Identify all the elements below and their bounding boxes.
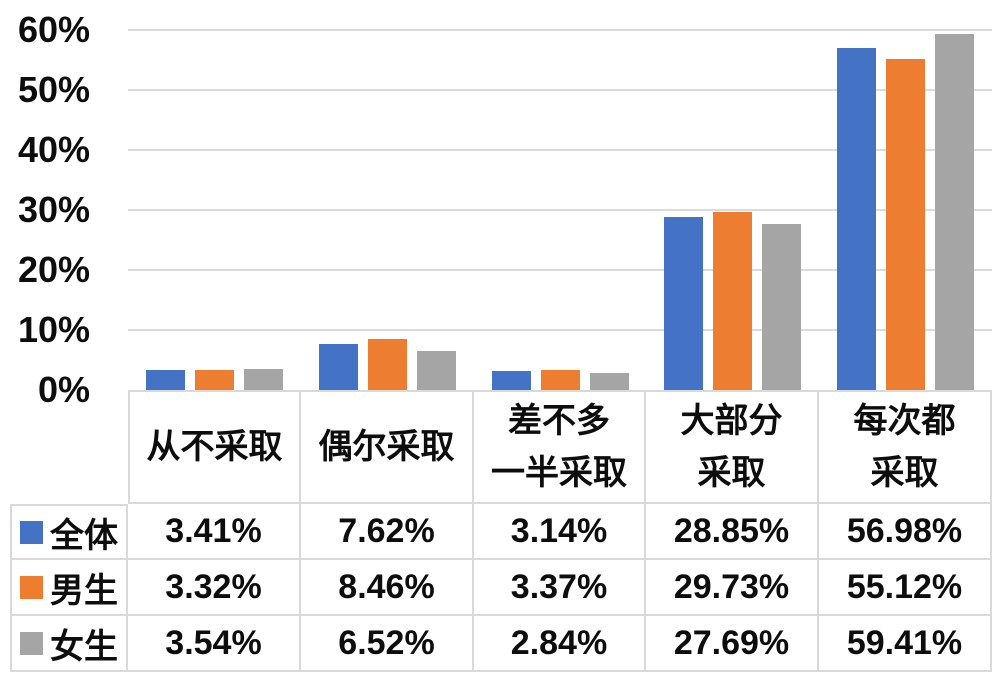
- y-axis-tick-label: 60%: [17, 9, 90, 50]
- category-label-line: 每次都: [853, 402, 956, 440]
- bar-series-1-category-3: [492, 371, 531, 390]
- category-header-cell: 每次都 采取: [819, 390, 992, 504]
- series-name-label: 全体: [50, 516, 118, 555]
- y-axis-tick-label: 30%: [17, 189, 90, 230]
- bar-series-3-category-3: [590, 373, 629, 390]
- category-label-line: 从不采取: [146, 428, 283, 466]
- category-label-line: 差不多: [508, 402, 610, 440]
- bar-series-3-category-2: [417, 351, 456, 390]
- value-cell: 6.52%: [301, 616, 474, 672]
- category-header-cell: 从不采取: [128, 390, 301, 504]
- bar-series-3-category-4: [762, 224, 801, 390]
- value-cell: 3.14%: [474, 504, 646, 560]
- bar-series-1-category-5: [837, 48, 876, 390]
- category-label-line: 采取: [870, 454, 939, 492]
- legend-cell-2: 男生: [10, 560, 128, 616]
- category-label-line: 一半采取: [491, 454, 627, 492]
- legend-cell-3: 女生: [10, 616, 128, 672]
- value-cell: 28.85%: [646, 504, 819, 560]
- series-name-label: 男生: [50, 571, 118, 610]
- y-axis-tick-label: 50%: [17, 69, 90, 110]
- legend-swatch-icon: [20, 520, 43, 544]
- category-header-cell: 偶尔采取: [301, 390, 474, 504]
- gridline-30%: [128, 209, 992, 211]
- gridline-20%: [128, 269, 992, 271]
- value-cell: 8.46%: [301, 560, 474, 616]
- value-cell: 2.84%: [474, 616, 646, 672]
- gridline-50%: [128, 89, 992, 91]
- y-axis-tick-label: 0%: [37, 369, 90, 410]
- gridline-10%: [128, 329, 992, 331]
- legend-cell-1: 全体: [10, 504, 128, 560]
- category-header-cell: 差不多 一半采取: [474, 390, 646, 504]
- value-cell: 3.37%: [474, 560, 646, 616]
- bar-series-3-category-1: [244, 369, 283, 390]
- bar-series-1-category-4: [664, 217, 703, 390]
- bar-series-1-category-2: [319, 344, 358, 390]
- bar-series-2-category-1: [195, 370, 234, 390]
- legend-swatch-icon: [20, 575, 43, 599]
- category-label-line: 采取: [697, 454, 766, 492]
- value-cell: 27.69%: [646, 616, 819, 672]
- category-header-cell: 大部分 采取: [646, 390, 819, 504]
- value-cell: 3.54%: [128, 616, 301, 672]
- legend-swatch-icon: [20, 631, 43, 655]
- value-cell: 3.32%: [128, 560, 301, 616]
- value-cell: 56.98%: [819, 504, 992, 560]
- category-label-line: 偶尔采取: [318, 428, 455, 466]
- value-cell: 59.41%: [819, 616, 992, 672]
- bar-series-1-category-1: [146, 370, 185, 390]
- gridline-60%: [128, 29, 992, 31]
- value-cell: 29.73%: [646, 560, 819, 616]
- category-label-line: 大部分: [680, 402, 783, 440]
- bar-series-2-category-2: [368, 339, 407, 390]
- bar-series-2-category-5: [886, 59, 925, 390]
- value-cell: 55.12%: [819, 560, 992, 616]
- y-axis-tick-label: 10%: [17, 309, 90, 350]
- y-axis-tick-label: 40%: [17, 129, 90, 170]
- value-cell: 7.62%: [301, 504, 474, 560]
- value-cell: 3.41%: [128, 504, 301, 560]
- bar-series-2-category-3: [541, 370, 580, 390]
- y-axis-tick-label: 20%: [17, 249, 90, 290]
- bar-series-3-category-5: [935, 34, 974, 390]
- bar-series-2-category-4: [713, 212, 752, 390]
- gridline-40%: [128, 149, 992, 151]
- series-name-label: 女生: [50, 627, 118, 666]
